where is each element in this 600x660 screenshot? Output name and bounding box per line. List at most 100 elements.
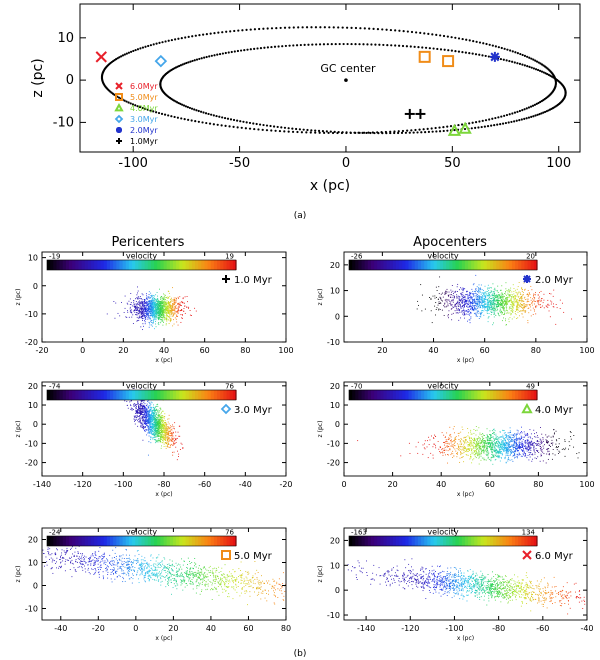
particle <box>153 297 155 299</box>
particle <box>159 441 161 443</box>
particle <box>156 404 158 406</box>
particle <box>473 309 475 311</box>
particle <box>167 439 169 441</box>
particle <box>147 309 149 310</box>
particle <box>154 412 156 414</box>
particle <box>482 296 484 298</box>
particle <box>148 412 150 414</box>
particle <box>152 406 154 408</box>
particle <box>183 310 185 312</box>
particle <box>131 408 133 409</box>
particle <box>466 299 468 301</box>
particle <box>152 419 154 421</box>
particle <box>143 404 145 406</box>
particle <box>147 411 149 413</box>
particle <box>466 290 468 292</box>
particle <box>149 305 151 306</box>
particle <box>459 296 461 298</box>
particle <box>140 422 142 424</box>
particle <box>501 296 503 298</box>
particle <box>539 299 541 301</box>
particle <box>147 427 149 429</box>
particle <box>155 308 157 309</box>
particle <box>138 406 140 408</box>
particle <box>497 285 499 287</box>
particle <box>146 423 148 425</box>
particle <box>153 319 155 321</box>
particle <box>516 295 518 297</box>
particle <box>155 310 157 311</box>
particle <box>137 303 139 305</box>
particle <box>511 297 513 299</box>
particle <box>135 407 137 409</box>
particle <box>135 314 136 316</box>
particle <box>151 424 153 426</box>
particle <box>181 305 182 307</box>
particle <box>169 311 171 313</box>
particle <box>563 311 565 313</box>
colorbar-segment <box>361 260 366 270</box>
particle <box>521 307 523 308</box>
particle <box>168 423 170 425</box>
colorbar-segment <box>383 260 388 270</box>
particle <box>481 307 483 309</box>
particle <box>504 310 506 312</box>
particle <box>158 440 160 442</box>
particle <box>166 431 168 433</box>
particle <box>161 306 163 308</box>
particle <box>154 421 156 423</box>
particle <box>161 435 163 437</box>
particle <box>542 305 544 307</box>
particle <box>451 304 453 306</box>
orbit-dot <box>491 44 494 47</box>
particle <box>474 307 476 309</box>
particle <box>163 314 165 316</box>
particle <box>144 302 146 304</box>
particle <box>171 309 173 310</box>
particle <box>138 297 140 299</box>
particle <box>158 432 160 434</box>
orbit-dot <box>318 43 322 46</box>
particle <box>152 422 154 424</box>
particle <box>500 304 502 306</box>
particle <box>494 310 496 312</box>
particle <box>464 304 466 306</box>
particle <box>137 409 139 411</box>
particle <box>163 426 165 428</box>
particle <box>508 289 510 291</box>
y-tick-label: 10 <box>57 31 74 46</box>
particle <box>158 308 160 310</box>
particle <box>166 309 168 311</box>
colorbar-segment <box>377 260 381 270</box>
particle <box>140 410 142 412</box>
particle <box>152 317 154 319</box>
particle <box>141 300 143 302</box>
particle <box>189 310 191 311</box>
particle <box>514 298 516 300</box>
orbit-dot <box>474 53 478 56</box>
colorbar-segment <box>493 260 497 270</box>
particle <box>156 418 158 420</box>
particle <box>155 433 156 435</box>
particle <box>161 311 163 312</box>
particle <box>535 300 537 302</box>
particle <box>152 302 154 303</box>
particle <box>142 312 144 314</box>
particle <box>429 297 430 298</box>
particle <box>510 294 512 296</box>
particle <box>489 302 491 304</box>
particle <box>153 311 155 313</box>
particle <box>456 301 458 303</box>
particle <box>138 405 139 407</box>
particle <box>501 285 503 287</box>
orbit-dot <box>523 54 527 57</box>
particle <box>518 299 520 301</box>
particle <box>163 301 165 303</box>
particle <box>430 298 432 300</box>
time-marker-d2 <box>523 275 531 283</box>
particle <box>167 428 169 430</box>
particle <box>153 416 155 418</box>
x-tick-label: 100 <box>278 346 293 355</box>
particle <box>157 434 159 436</box>
particle <box>160 425 162 427</box>
